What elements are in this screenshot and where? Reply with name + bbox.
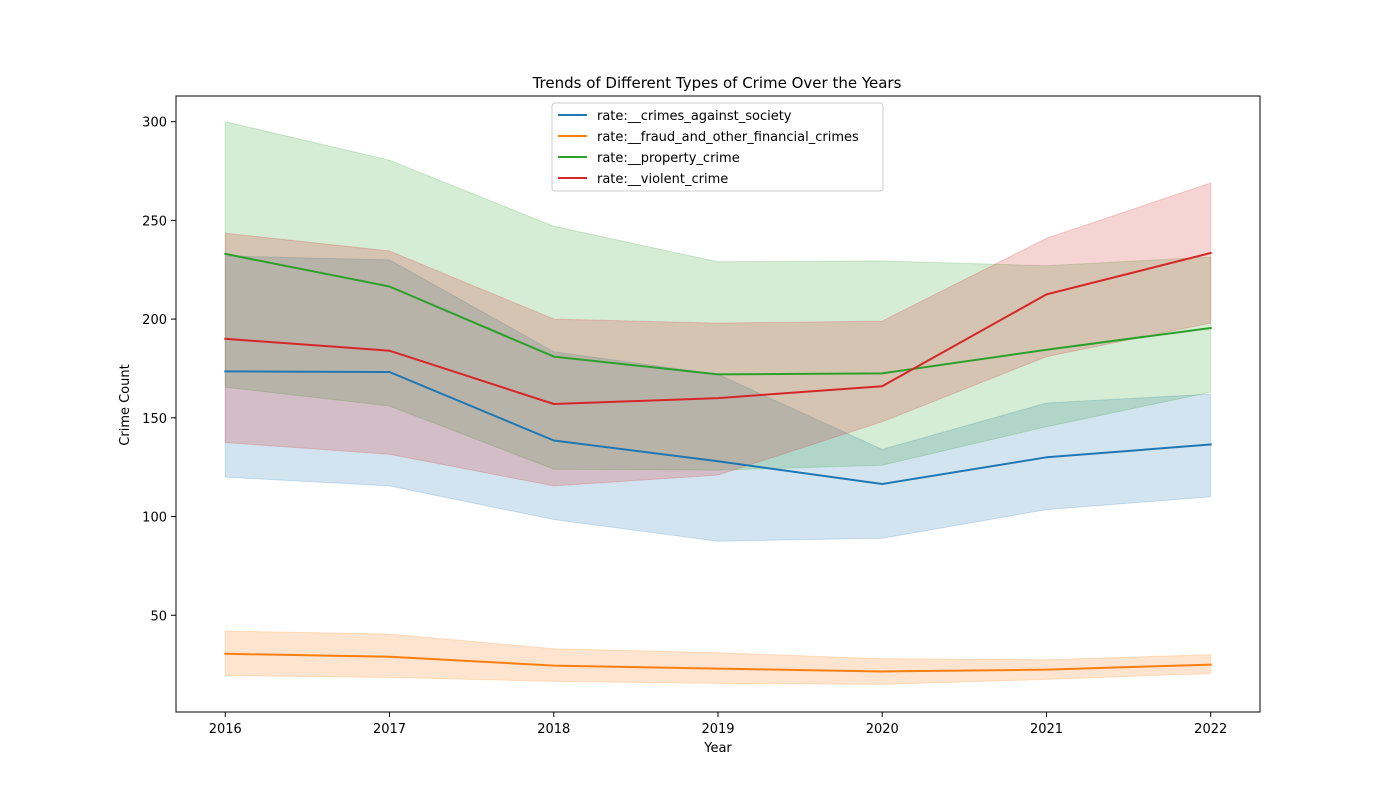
legend-label-1: rate:__crimes_against_society <box>597 109 792 124</box>
legend-label-2: rate:__fraud_and_other_financial_crimes <box>597 130 859 145</box>
legend-label-3: rate:__property_crime <box>597 151 740 166</box>
x-tick-label-2020: 2020 <box>866 722 899 737</box>
line-series-2 <box>224 652 1212 673</box>
x-tick-label-2017: 2017 <box>373 722 406 737</box>
y-tick-label-300: 300 <box>142 116 167 131</box>
legend-box <box>551 102 884 192</box>
x-axis-label: Year <box>703 741 732 756</box>
chart-title: Trends of Different Types of Crime Over … <box>532 74 902 92</box>
y-tick-label-250: 250 <box>142 214 167 229</box>
y-axis-label: Crime Count <box>118 364 133 445</box>
y-tick-label-100: 100 <box>142 511 167 526</box>
y-tick-label-150: 150 <box>142 412 167 427</box>
x-tick-label-2022: 2022 <box>1194 722 1227 737</box>
series-lines <box>224 251 1212 673</box>
band-series-2 <box>224 630 1212 685</box>
line-series-1 <box>224 370 1212 485</box>
x-tick-label-2019: 2019 <box>701 722 734 737</box>
band-series-4 <box>224 182 1212 487</box>
line-series-3 <box>224 252 1212 376</box>
legend-label-4: rate:__violent_crime <box>597 172 728 187</box>
x-tick-label-2016: 2016 <box>209 722 242 737</box>
x-tick-label-2021: 2021 <box>1030 722 1063 737</box>
x-tick-label-2018: 2018 <box>537 722 570 737</box>
confidence-bands <box>224 121 1212 685</box>
legend: rate:__crimes_against_society rate:__frau… <box>551 102 884 192</box>
y-tick-label-50: 50 <box>150 609 167 624</box>
band-series-3 <box>224 121 1212 471</box>
y-axis: 50 100 150 200 250 300 <box>142 116 176 624</box>
x-axis: 2016 2017 2018 2019 2020 2021 2022 <box>209 712 1227 737</box>
y-tick-label-200: 200 <box>142 313 167 328</box>
line-series-4 <box>224 251 1212 405</box>
